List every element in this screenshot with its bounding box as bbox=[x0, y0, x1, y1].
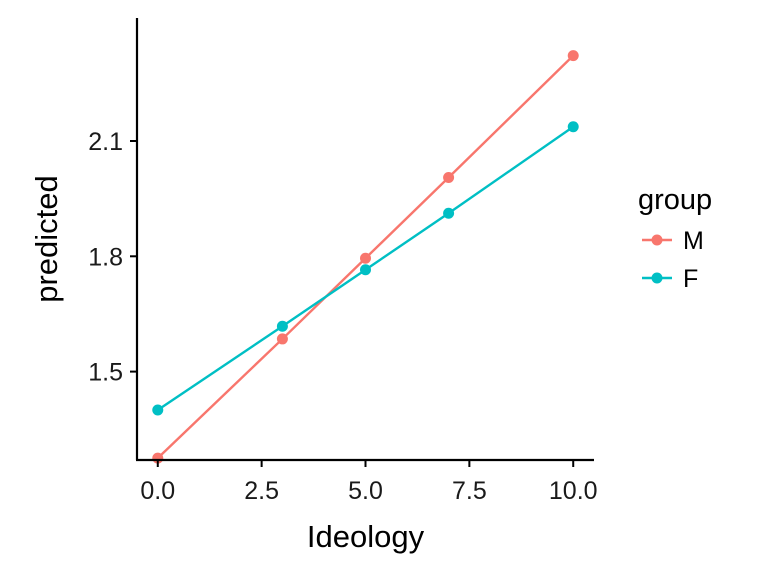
y-tick-label: 2.1 bbox=[88, 128, 123, 156]
x-tick-label: 5.0 bbox=[348, 477, 383, 505]
x-tick-label: 0.0 bbox=[140, 477, 175, 505]
data-point-F bbox=[567, 121, 579, 133]
legend-item-F: F bbox=[642, 265, 698, 293]
x-axis-ticks: 0.0 2.5 5.0 7.5 10.0 bbox=[140, 460, 598, 505]
data-point-F bbox=[443, 207, 455, 219]
data-point-F bbox=[360, 264, 371, 276]
y-tick-label: 1.5 bbox=[88, 359, 123, 387]
x-tick-label: 10.0 bbox=[549, 477, 598, 505]
series-F bbox=[152, 121, 579, 416]
legend-items: MF bbox=[642, 227, 704, 293]
plot-area bbox=[152, 50, 579, 464]
legend-key-point bbox=[651, 272, 663, 284]
data-point-F bbox=[276, 320, 288, 332]
data-point-M bbox=[567, 50, 579, 62]
data-point-F bbox=[152, 404, 164, 416]
data-point-M bbox=[360, 252, 371, 264]
x-tick-label: 2.5 bbox=[244, 477, 279, 505]
series-M bbox=[152, 50, 579, 464]
x-axis-title: Ideology bbox=[307, 519, 425, 554]
legend-item-M: M bbox=[642, 227, 704, 255]
legend: group MF bbox=[638, 184, 712, 293]
data-point-M bbox=[276, 333, 288, 345]
y-axis-ticks: 1.5 1.8 2.1 bbox=[88, 128, 137, 387]
legend-key-point bbox=[651, 234, 663, 246]
data-point-M bbox=[443, 172, 455, 184]
y-tick-label: 1.8 bbox=[88, 243, 123, 271]
legend-label: F bbox=[683, 265, 698, 293]
axes bbox=[135, 18, 594, 462]
legend-title: group bbox=[638, 184, 712, 216]
legend-label: M bbox=[683, 227, 704, 255]
y-axis-title: predicted bbox=[29, 175, 64, 303]
x-tick-label: 7.5 bbox=[452, 477, 487, 505]
